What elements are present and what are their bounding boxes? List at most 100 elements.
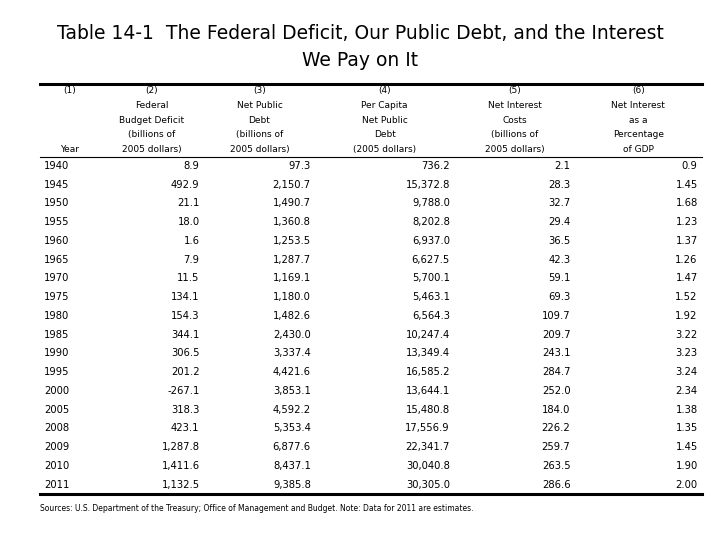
Text: 13,644.1: 13,644.1 [405,386,450,396]
Text: 1.23: 1.23 [675,217,698,227]
Text: 2005 dollars): 2005 dollars) [230,145,289,154]
Text: 1.47: 1.47 [675,273,698,284]
Text: 15,480.8: 15,480.8 [406,404,450,415]
Text: 1,132.5: 1,132.5 [161,480,199,490]
Text: 1,490.7: 1,490.7 [273,199,311,208]
Text: 252.0: 252.0 [542,386,570,396]
Text: 9,385.8: 9,385.8 [273,480,311,490]
Text: 3,337.4: 3,337.4 [273,348,311,359]
Text: 259.7: 259.7 [541,442,570,452]
Text: 6,877.6: 6,877.6 [273,442,311,452]
Text: 8,437.1: 8,437.1 [273,461,311,471]
Text: Table 14-1  The Federal Deficit, Our Public Debt, and the Interest
We Pay on It: Table 14-1 The Federal Deficit, Our Publ… [57,24,663,70]
Text: 344.1: 344.1 [171,330,199,340]
Text: 13,349.4: 13,349.4 [406,348,450,359]
Text: Per Capita: Per Capita [361,101,408,110]
Text: Costs: Costs [503,116,527,125]
Text: 184.0: 184.0 [542,404,570,415]
Text: Debt: Debt [248,116,271,125]
Text: 1995: 1995 [44,367,69,377]
Text: (billions of: (billions of [128,130,175,139]
Text: 18.0: 18.0 [177,217,199,227]
Text: 6,627.5: 6,627.5 [412,255,450,265]
Text: 30,040.8: 30,040.8 [406,461,450,471]
Text: 8,202.8: 8,202.8 [412,217,450,227]
Text: 2005 dollars): 2005 dollars) [485,145,544,154]
Text: 2008: 2008 [44,423,69,434]
Text: 10,247.4: 10,247.4 [405,330,450,340]
Text: 59.1: 59.1 [548,273,570,284]
Text: 2.34: 2.34 [675,386,698,396]
Text: (3): (3) [253,86,266,96]
Text: 1,482.6: 1,482.6 [273,311,311,321]
Text: 736.2: 736.2 [421,161,450,171]
Text: 16,585.2: 16,585.2 [405,367,450,377]
Text: 1,360.8: 1,360.8 [273,217,311,227]
Text: 1955: 1955 [44,217,69,227]
Text: 1965: 1965 [44,255,69,265]
Text: 2005 dollars): 2005 dollars) [122,145,181,154]
Text: 6,937.0: 6,937.0 [412,236,450,246]
Text: 17,556.9: 17,556.9 [405,423,450,434]
Text: as a: as a [629,116,648,125]
Text: 1.6: 1.6 [184,236,199,246]
Text: 1,169.1: 1,169.1 [273,273,311,284]
Text: 3.23: 3.23 [675,348,698,359]
Text: 1,411.6: 1,411.6 [161,461,199,471]
Text: 1975: 1975 [44,292,69,302]
Text: 1960: 1960 [44,236,69,246]
Text: 1.45: 1.45 [675,442,698,452]
Text: Budget Deficit: Budget Deficit [119,116,184,125]
Text: 1970: 1970 [44,273,69,284]
Text: 6,564.3: 6,564.3 [412,311,450,321]
Text: 2,150.7: 2,150.7 [273,180,311,190]
Text: 1.92: 1.92 [675,311,698,321]
Text: (6): (6) [632,86,645,96]
Text: 1,287.7: 1,287.7 [273,255,311,265]
Text: Net Interest: Net Interest [611,101,665,110]
Text: 15,372.8: 15,372.8 [405,180,450,190]
Text: 286.6: 286.6 [542,480,570,490]
Text: 1,287.8: 1,287.8 [161,442,199,452]
Text: 21.1: 21.1 [177,199,199,208]
Text: 284.7: 284.7 [542,367,570,377]
Text: Net Public: Net Public [361,116,408,125]
Text: 154.3: 154.3 [171,311,199,321]
Text: 1.35: 1.35 [675,423,698,434]
Text: -267.1: -267.1 [167,386,199,396]
Text: 2.00: 2.00 [675,480,698,490]
Text: 1,180.0: 1,180.0 [273,292,311,302]
Text: 2010: 2010 [44,461,69,471]
Text: 97.3: 97.3 [289,161,311,171]
Text: (billions of: (billions of [236,130,283,139]
Text: 423.1: 423.1 [171,423,199,434]
Text: 36.5: 36.5 [548,236,570,246]
Text: 1990: 1990 [44,348,69,359]
Text: Percentage: Percentage [613,130,664,139]
Text: 2011: 2011 [44,480,69,490]
Text: Federal: Federal [135,101,168,110]
Text: 2005: 2005 [44,404,69,415]
Text: 1.45: 1.45 [675,180,698,190]
Text: 306.5: 306.5 [171,348,199,359]
Text: 0.9: 0.9 [682,161,698,171]
Text: 109.7: 109.7 [542,311,570,321]
Text: of GDP: of GDP [623,145,654,154]
Text: 22,341.7: 22,341.7 [405,442,450,452]
Text: 2,430.0: 2,430.0 [273,330,311,340]
Text: Net Interest: Net Interest [487,101,541,110]
Text: 226.2: 226.2 [541,423,570,434]
Text: 1985: 1985 [44,330,69,340]
Text: 11.5: 11.5 [177,273,199,284]
Text: 209.7: 209.7 [542,330,570,340]
Text: 1940: 1940 [44,161,69,171]
Text: 1980: 1980 [44,311,69,321]
Text: 30,305.0: 30,305.0 [406,480,450,490]
Text: Net Public: Net Public [237,101,282,110]
Text: 1.68: 1.68 [675,199,698,208]
Text: 2009: 2009 [44,442,69,452]
Text: 1950: 1950 [44,199,69,208]
Text: 5,463.1: 5,463.1 [412,292,450,302]
Text: 1.52: 1.52 [675,292,698,302]
Text: 4,592.2: 4,592.2 [273,404,311,415]
